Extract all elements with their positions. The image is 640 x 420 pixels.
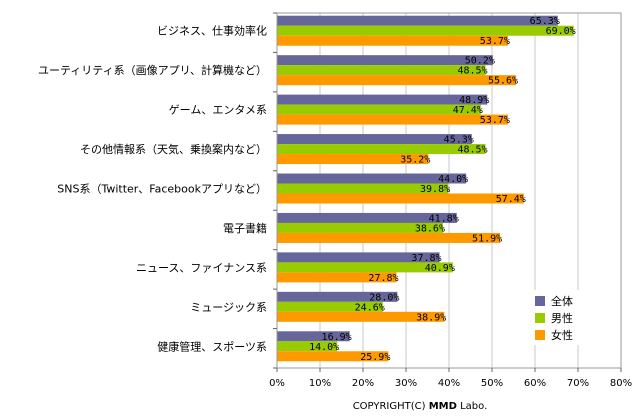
data-label: 38.9% bbox=[416, 312, 446, 323]
bar-1 bbox=[277, 301, 383, 312]
data-label: 48.5% bbox=[457, 145, 487, 156]
category-label: ビジネス、仕事効率化 bbox=[157, 24, 267, 38]
copyright-suffix: Labo. bbox=[457, 401, 487, 412]
legend-label: 男性 bbox=[551, 311, 573, 325]
bar-0 bbox=[277, 173, 467, 184]
copyright-prefix: COPYRIGHT(C) bbox=[353, 401, 429, 412]
data-label: 35.2% bbox=[400, 155, 430, 166]
data-label: 38.6% bbox=[415, 223, 445, 234]
bar-1 bbox=[277, 104, 481, 115]
data-label: 27.8% bbox=[368, 273, 398, 284]
bar-0 bbox=[277, 291, 398, 302]
bar-0 bbox=[277, 94, 488, 105]
bar-2 bbox=[277, 311, 445, 322]
data-label: 25.9% bbox=[360, 352, 390, 363]
bar-2 bbox=[277, 232, 501, 243]
category-label: ゲーム、エンタメ系 bbox=[169, 104, 267, 117]
bar-0 bbox=[277, 55, 493, 66]
data-label: 24.6% bbox=[355, 302, 385, 313]
copyright-text: COPYRIGHT(C) MMD Labo. bbox=[353, 401, 488, 412]
bar-1 bbox=[277, 262, 453, 273]
legend-label: 女性 bbox=[551, 328, 573, 342]
data-label: 45.3% bbox=[444, 135, 474, 146]
data-label: 69.0% bbox=[546, 26, 576, 37]
data-label: 39.8% bbox=[420, 184, 450, 195]
x-tick-label: 10% bbox=[309, 378, 331, 389]
data-label: 48.5% bbox=[457, 66, 487, 77]
legend-label: 全体 bbox=[551, 294, 573, 308]
bars bbox=[277, 15, 574, 362]
data-label: 53.7% bbox=[480, 115, 510, 126]
axes bbox=[273, 12, 622, 372]
data-label: 41.8% bbox=[429, 213, 459, 224]
bar-1 bbox=[277, 144, 486, 155]
data-label: 40.9% bbox=[425, 263, 455, 274]
data-label: 48.9% bbox=[459, 95, 489, 106]
bar-0 bbox=[277, 252, 440, 263]
data-label: 44.0% bbox=[438, 174, 468, 185]
x-tick-label: 30% bbox=[395, 378, 417, 389]
legend-swatch bbox=[535, 296, 545, 306]
category-label: 電子書籍 bbox=[223, 221, 267, 235]
category-label: 健康管理、スポーツ系 bbox=[157, 339, 267, 353]
bar-1 bbox=[277, 222, 443, 233]
category-label: ユーティリティ系（画像アプリ、計算機など） bbox=[38, 63, 267, 77]
data-label: 14.0% bbox=[309, 342, 339, 353]
data-label: 51.9% bbox=[472, 233, 502, 244]
category-label: ミュージック系 bbox=[190, 301, 267, 314]
x-tick-label: 0% bbox=[269, 378, 285, 389]
category-label: SNS系（Twitter、Facebookアプリなど） bbox=[57, 183, 267, 196]
bar-1 bbox=[277, 341, 338, 352]
bar-2 bbox=[277, 75, 517, 86]
copyright-brand: MMD bbox=[429, 401, 457, 412]
bar-0 bbox=[277, 15, 558, 26]
bar-2 bbox=[277, 154, 429, 165]
bar-2 bbox=[277, 35, 508, 46]
x-tick-label: 50% bbox=[481, 378, 503, 389]
legend-swatch bbox=[535, 313, 545, 323]
bar-2 bbox=[277, 114, 508, 125]
bar-0 bbox=[277, 134, 472, 145]
x-tick-labels: 0% 10% 20% 30% 40% 50% 60% 70% 80% bbox=[269, 378, 632, 389]
bar-1 bbox=[277, 65, 486, 76]
bar-0 bbox=[277, 331, 350, 342]
value-labels: 65.3%69.0%53.7%50.2%48.5%55.6%48.9%47.4%… bbox=[309, 16, 576, 363]
x-tick-label: 70% bbox=[567, 378, 589, 389]
data-label: 53.7% bbox=[480, 36, 510, 47]
bar-1 bbox=[277, 25, 574, 36]
x-tick-label: 60% bbox=[524, 378, 546, 389]
category-label: ニュース、ファイナンス系 bbox=[136, 261, 267, 274]
data-label: 28.0% bbox=[369, 292, 399, 303]
data-label: 50.2% bbox=[465, 56, 495, 67]
data-label: 65.3% bbox=[530, 16, 560, 27]
data-label: 16.9% bbox=[322, 332, 352, 343]
data-label: 37.8% bbox=[411, 253, 441, 264]
bar-2 bbox=[277, 272, 397, 283]
x-tick-label: 80% bbox=[610, 378, 632, 389]
x-tick-label: 20% bbox=[352, 378, 374, 389]
bar-2 bbox=[277, 193, 524, 204]
data-label: 47.4% bbox=[453, 105, 483, 116]
data-label: 55.6% bbox=[488, 76, 518, 87]
legend-swatch bbox=[535, 330, 545, 340]
x-tick-label: 40% bbox=[438, 378, 460, 389]
bar-0 bbox=[277, 212, 457, 223]
bar-2 bbox=[277, 351, 389, 362]
bar-1 bbox=[277, 183, 449, 194]
data-label: 57.4% bbox=[496, 194, 526, 205]
category-label: その他情報系（天気、乗換案内など） bbox=[80, 142, 267, 156]
